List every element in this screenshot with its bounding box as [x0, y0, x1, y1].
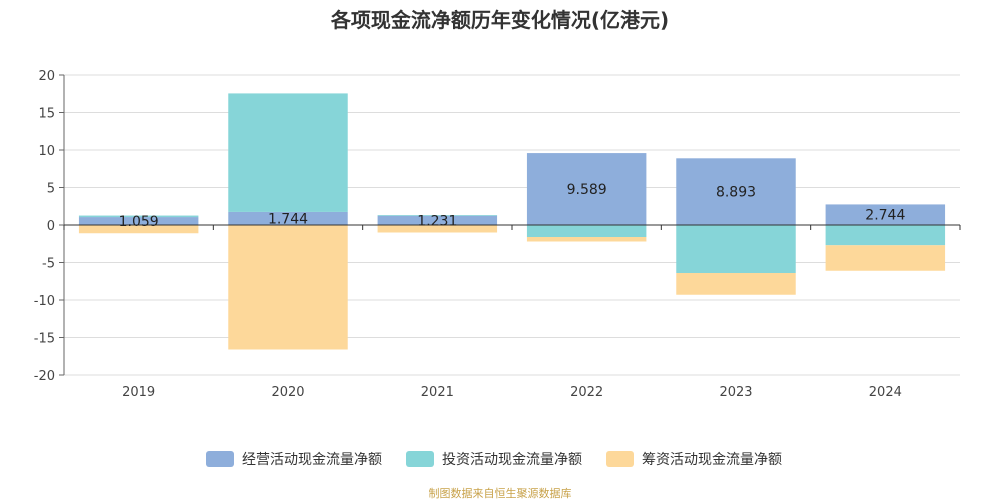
legend-label: 筹资活动现金流量净额	[642, 451, 782, 468]
bar-2-2021	[377, 215, 498, 216]
x-tick-label: 2019	[122, 385, 155, 400]
chart-title: 各项现金流净额历年变化情况(亿港元)	[330, 8, 670, 32]
x-tick-label: 2023	[719, 385, 752, 400]
data-label: 1.744	[268, 211, 308, 227]
y-tick-label: 0	[47, 219, 55, 234]
y-tick-label: 10	[38, 144, 55, 159]
bar-2-2023	[676, 225, 796, 273]
x-tick-label: 2021	[421, 385, 454, 400]
y-tick-label: -15	[34, 332, 55, 347]
bar-3-2021	[377, 225, 498, 233]
legend-label: 经营活动现金流量净额	[242, 452, 382, 468]
bar-1-2021	[377, 215, 498, 225]
bar-1-2020	[228, 211, 348, 225]
axes: -20 -15 -10 -5 0 5 10 15 20 2019 2020 2021 2022 2023 2…	[34, 69, 961, 400]
x-tick-label: 2020	[271, 385, 304, 400]
data-labels: 1.059 1.744 1.231 9.589 8.893 2.744	[119, 182, 906, 230]
legend-swatch	[406, 451, 434, 467]
legend-label: 投资活动现金流量净额	[442, 452, 582, 468]
legend-swatch	[606, 451, 634, 467]
y-tick-label: -5	[42, 257, 55, 272]
bar-1-2022	[526, 153, 647, 225]
y-tick-label: 20	[38, 69, 55, 84]
bar-3-2022	[526, 237, 647, 242]
bar-1-2019	[78, 217, 199, 225]
bar-1-2023	[676, 158, 796, 225]
y-tick-label: 5	[47, 182, 55, 197]
bar-2-2022	[526, 225, 647, 237]
legend: 经营活动现金流量净额 投资活动现金流量净额 筹资活动现金流量净额	[206, 451, 782, 468]
bar-3-2023	[676, 273, 796, 295]
y-tick-label: 15	[38, 107, 55, 122]
bar-1-2024	[825, 204, 946, 225]
y-tick-label: -20	[34, 369, 55, 384]
x-tick-label: 2024	[869, 385, 902, 400]
data-label: 1.231	[417, 213, 457, 229]
legend-swatch	[206, 451, 234, 467]
data-label: 9.589	[567, 182, 607, 198]
bar-2-2020	[228, 93, 348, 212]
bar-2-2019	[78, 215, 199, 218]
y-tick-label: -10	[34, 294, 55, 309]
data-label: 1.059	[119, 214, 159, 230]
grid-lines	[64, 74, 960, 376]
bar-3-2024	[825, 245, 946, 271]
x-tick-label: 2022	[570, 385, 603, 400]
bar-2-2024	[825, 225, 946, 246]
bars	[78, 93, 946, 350]
data-label: 8.893	[716, 185, 756, 201]
bar-3-2019	[78, 225, 199, 234]
data-label: 2.744	[865, 208, 905, 224]
source-note: 制图数据来自恒生聚源数据库	[428, 487, 572, 500]
bar-3-2020	[228, 225, 348, 350]
